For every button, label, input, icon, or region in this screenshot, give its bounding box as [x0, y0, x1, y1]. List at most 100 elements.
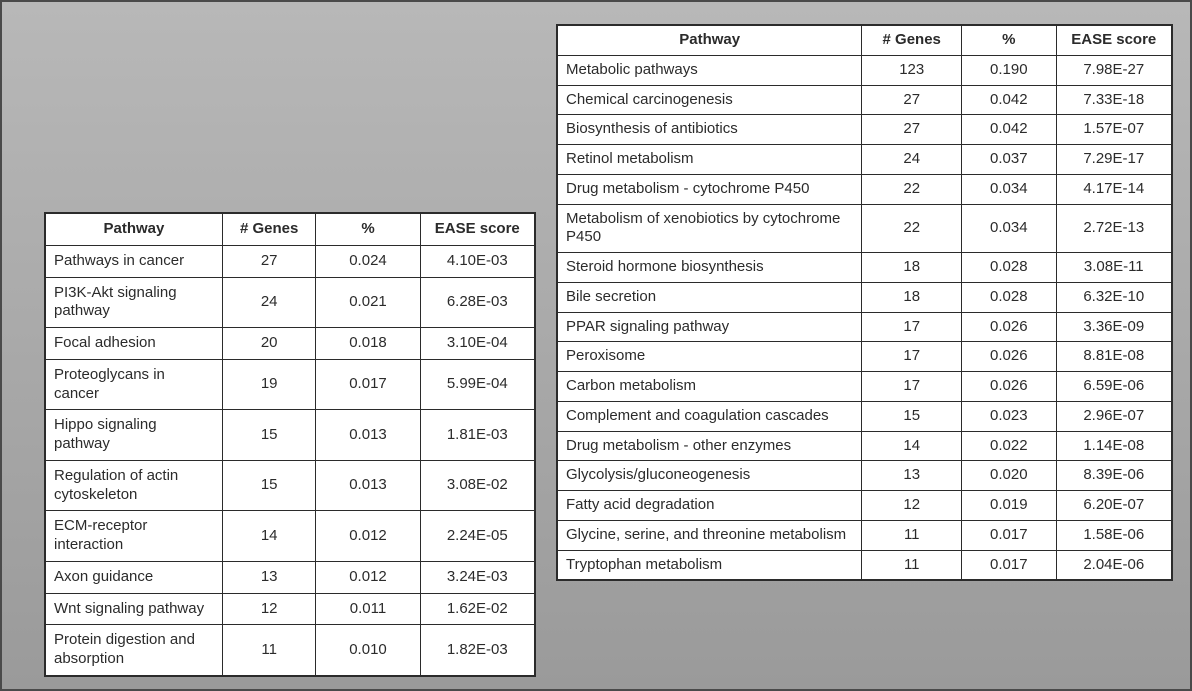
cell-pct: 0.022: [962, 431, 1056, 461]
cell-pct: 0.028: [962, 282, 1056, 312]
col-pathway: Pathway: [46, 214, 223, 246]
cell-pathway: Pathways in cancer: [46, 245, 223, 277]
cell-ease: 8.81E-08: [1056, 342, 1171, 372]
table-row: Drug metabolism - cytochrome P450220.034…: [558, 174, 1172, 204]
table-row: Fatty acid degradation120.0196.20E-07: [558, 491, 1172, 521]
cell-pct: 0.017: [962, 550, 1056, 580]
cell-genes: 123: [862, 55, 962, 85]
cell-genes: 22: [862, 204, 962, 253]
cell-ease: 4.10E-03: [420, 245, 534, 277]
table-row: Bile secretion180.0286.32E-10: [558, 282, 1172, 312]
table-row: Chemical carcinogenesis270.0427.33E-18: [558, 85, 1172, 115]
table-row: Steroid hormone biosynthesis180.0283.08E…: [558, 253, 1172, 283]
cell-ease: 3.08E-11: [1056, 253, 1171, 283]
cell-pathway: Hippo signaling pathway: [46, 410, 223, 461]
cell-ease: 1.14E-08: [1056, 431, 1171, 461]
cell-ease: 6.28E-03: [420, 277, 534, 328]
cell-ease: 2.72E-13: [1056, 204, 1171, 253]
cell-ease: 6.59E-06: [1056, 372, 1171, 402]
table-row: ECM-receptor interaction140.0122.24E-05: [46, 511, 535, 562]
table-row: Metabolism of xenobiotics by cytochrome …: [558, 204, 1172, 253]
cell-pathway: Glycine, serine, and threonine metabolis…: [558, 520, 862, 550]
table-row: Focal adhesion200.0183.10E-04: [46, 328, 535, 360]
cell-pct: 0.020: [962, 461, 1056, 491]
cell-pct: 0.018: [316, 328, 420, 360]
cell-pathway: Metabolism of xenobiotics by cytochrome …: [558, 204, 862, 253]
table-row: Hippo signaling pathway150.0131.81E-03: [46, 410, 535, 461]
cell-pct: 0.190: [962, 55, 1056, 85]
cell-genes: 27: [222, 245, 316, 277]
col-pct: %: [316, 214, 420, 246]
cell-pathway: Metabolic pathways: [558, 55, 862, 85]
cell-genes: 11: [862, 520, 962, 550]
cell-genes: 18: [862, 282, 962, 312]
table-row: Regulation of actin cytoskeleton150.0133…: [46, 460, 535, 511]
cell-pct: 0.042: [962, 85, 1056, 115]
cell-pct: 0.023: [962, 401, 1056, 431]
cell-pct: 0.034: [962, 204, 1056, 253]
cell-genes: 20: [222, 328, 316, 360]
table-row: Peroxisome170.0268.81E-08: [558, 342, 1172, 372]
cell-pct: 0.017: [316, 359, 420, 410]
cell-genes: 24: [862, 145, 962, 175]
right-table-panel: Pathway # Genes % EASE score Metabolic p…: [556, 24, 1173, 581]
cell-pathway: PPAR signaling pathway: [558, 312, 862, 342]
table-row: Biosynthesis of antibiotics270.0421.57E-…: [558, 115, 1172, 145]
cell-pathway: Peroxisome: [558, 342, 862, 372]
cell-genes: 13: [222, 561, 316, 593]
table-row: PI3K-Akt signaling pathway240.0216.28E-0…: [46, 277, 535, 328]
cell-pct: 0.013: [316, 410, 420, 461]
cell-genes: 19: [222, 359, 316, 410]
cell-pct: 0.024: [316, 245, 420, 277]
pathway-table-left: Pathway # Genes % EASE score Pathways in…: [45, 213, 535, 676]
col-ease: EASE score: [1056, 26, 1171, 56]
col-genes: # Genes: [862, 26, 962, 56]
table-row: Proteoglycans in cancer190.0175.99E-04: [46, 359, 535, 410]
cell-genes: 14: [862, 431, 962, 461]
cell-pathway: Steroid hormone biosynthesis: [558, 253, 862, 283]
table-row: Protein digestion and absorption110.0101…: [46, 625, 535, 676]
cell-ease: 4.17E-14: [1056, 174, 1171, 204]
cell-ease: 3.08E-02: [420, 460, 534, 511]
cell-genes: 24: [222, 277, 316, 328]
cell-pct: 0.037: [962, 145, 1056, 175]
cell-genes: 13: [862, 461, 962, 491]
cell-ease: 6.32E-10: [1056, 282, 1171, 312]
cell-ease: 2.24E-05: [420, 511, 534, 562]
cell-ease: 6.20E-07: [1056, 491, 1171, 521]
cell-pct: 0.026: [962, 342, 1056, 372]
cell-pathway: Carbon metabolism: [558, 372, 862, 402]
table-row: Axon guidance130.0123.24E-03: [46, 561, 535, 593]
cell-pct: 0.010: [316, 625, 420, 676]
cell-ease: 3.24E-03: [420, 561, 534, 593]
cell-pathway: Wnt signaling pathway: [46, 593, 223, 625]
table-row: Pathways in cancer270.0244.10E-03: [46, 245, 535, 277]
cell-genes: 11: [222, 625, 316, 676]
cell-pathway: Focal adhesion: [46, 328, 223, 360]
cell-pathway: Drug metabolism - cytochrome P450: [558, 174, 862, 204]
cell-ease: 5.99E-04: [420, 359, 534, 410]
cell-ease: 1.62E-02: [420, 593, 534, 625]
table-row: Tryptophan metabolism110.0172.04E-06: [558, 550, 1172, 580]
cell-pathway: Glycolysis/gluconeogenesis: [558, 461, 862, 491]
cell-ease: 3.10E-04: [420, 328, 534, 360]
table-row: Retinol metabolism240.0377.29E-17: [558, 145, 1172, 175]
table-row: Complement and coagulation cascades150.0…: [558, 401, 1172, 431]
cell-pct: 0.012: [316, 561, 420, 593]
col-pathway: Pathway: [558, 26, 862, 56]
cell-pct: 0.042: [962, 115, 1056, 145]
cell-ease: 1.57E-07: [1056, 115, 1171, 145]
cell-genes: 17: [862, 372, 962, 402]
table-row: PPAR signaling pathway170.0263.36E-09: [558, 312, 1172, 342]
cell-genes: 17: [862, 312, 962, 342]
cell-pct: 0.011: [316, 593, 420, 625]
cell-pathway: ECM-receptor interaction: [46, 511, 223, 562]
cell-genes: 27: [862, 115, 962, 145]
cell-pct: 0.012: [316, 511, 420, 562]
col-pct: %: [962, 26, 1056, 56]
table-row: Glycolysis/gluconeogenesis130.0208.39E-0…: [558, 461, 1172, 491]
table-row: Wnt signaling pathway120.0111.62E-02: [46, 593, 535, 625]
cell-pct: 0.017: [962, 520, 1056, 550]
cell-ease: 2.04E-06: [1056, 550, 1171, 580]
cell-pct: 0.026: [962, 372, 1056, 402]
